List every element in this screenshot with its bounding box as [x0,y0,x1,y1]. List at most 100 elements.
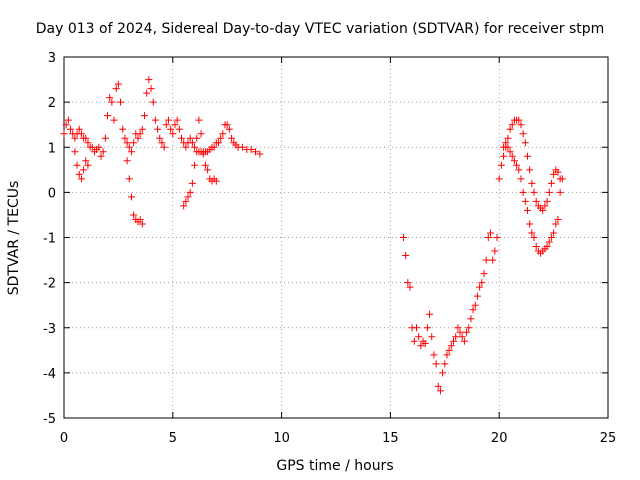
x-tick-label: 20 [491,431,508,446]
data-point [184,193,192,201]
data-point [528,229,536,237]
data-point [413,324,421,332]
data-point [104,112,112,120]
data-point [515,166,523,174]
data-point [402,252,410,260]
data-point [160,143,168,151]
data-point [64,116,72,124]
data-point [60,130,68,138]
data-point [545,188,553,196]
data-point [251,148,259,156]
data-point [145,76,153,84]
data-point [167,125,175,133]
data-point [95,143,103,151]
data-point [147,85,155,93]
data-point [134,134,142,142]
data-point [465,324,473,332]
data-point [141,112,149,120]
data-point [547,179,555,187]
data-point [406,283,414,291]
y-tick-label: 1 [48,141,56,156]
data-point [188,139,196,147]
data-point [123,139,131,147]
data-point [523,152,531,160]
data-point [182,143,190,151]
data-point [123,157,131,165]
data-point [75,170,83,178]
data-point [180,202,188,210]
data-point [404,279,412,287]
data-point [478,279,486,287]
data-point [199,148,207,156]
x-tick-label: 0 [60,431,68,446]
data-point [508,121,516,129]
data-point [158,139,166,147]
data-point [125,175,133,183]
data-point [164,116,172,124]
data-point [556,188,564,196]
data-point [502,143,510,151]
data-point [82,157,90,165]
y-tick-label: -5 [43,412,56,427]
data-point [517,121,525,129]
data-point [456,328,464,336]
data-point [127,193,135,201]
chart-title: Day 013 of 2024, Sidereal Day-to-day VTE… [36,21,605,37]
data-point [219,130,227,138]
data-point [467,315,475,323]
grid-lines [64,57,608,418]
data-point [191,161,199,169]
data-point [136,130,144,138]
data-point [484,234,492,241]
data-point [515,116,523,124]
data-point [430,351,438,359]
data-point [156,134,164,142]
data-point [541,202,549,210]
y-tick-label: -1 [43,232,56,247]
data-point [508,152,516,160]
data-point [410,337,418,345]
data-point [547,234,555,241]
data-point [532,197,540,205]
data-point [473,292,481,300]
data-point [223,121,231,129]
data-point [125,143,133,151]
data-point [543,197,551,205]
data-point [497,161,505,169]
data-point [169,130,177,138]
data-point [469,306,477,314]
data-point [428,333,436,341]
data-point [75,125,83,133]
data-point [471,301,479,309]
data-point [556,175,564,183]
y-tick-label: -4 [43,367,56,382]
data-point [151,116,159,124]
data-point [539,206,547,214]
series-segment-2-upper [500,116,564,214]
data-point [523,206,531,214]
data-point [138,220,146,228]
data-point [521,197,529,205]
data-point [489,256,497,264]
data-point [526,220,534,228]
x-tick-label: 15 [382,431,399,446]
data-point [77,175,85,183]
data-point [491,247,499,255]
data-point [256,150,264,158]
data-point [426,310,434,318]
data-point [228,134,236,142]
data-point [138,125,146,133]
x-tick-label: 5 [169,431,177,446]
data-point [434,382,442,390]
data-point [495,175,503,183]
data-point [84,139,92,147]
data-point [84,161,92,169]
data-point [188,179,196,187]
data-point [458,333,466,341]
data-point [178,134,186,142]
data-points [60,76,566,395]
data-point [214,139,222,147]
data-point [450,337,458,345]
data-point [182,197,190,205]
data-point [67,125,75,133]
